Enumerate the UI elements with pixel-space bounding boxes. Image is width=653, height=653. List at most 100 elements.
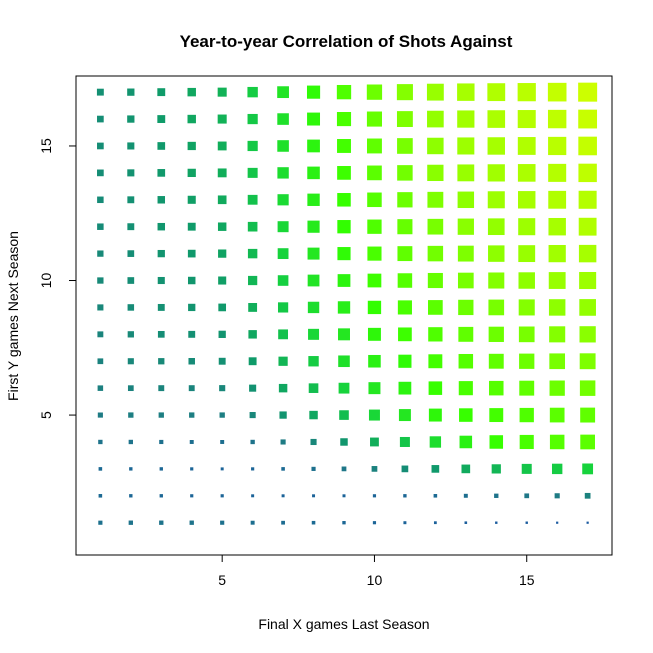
data-point [579, 380, 596, 396]
data-point [458, 326, 474, 342]
data-point [549, 434, 565, 450]
data-point [278, 356, 288, 366]
data-point [580, 407, 596, 423]
data-point [548, 217, 566, 236]
data-point [372, 494, 377, 498]
data-point [187, 168, 196, 178]
data-point [311, 520, 316, 525]
chart-title: Year-to-year Correlation of Shots Agains… [180, 32, 513, 51]
data-point [403, 494, 407, 498]
data-point [128, 439, 133, 445]
data-point [127, 250, 135, 257]
data-point [461, 464, 471, 474]
data-point [428, 408, 442, 422]
data-point [495, 521, 498, 524]
data-point [487, 110, 506, 128]
data-point [189, 412, 195, 418]
data-point [518, 245, 536, 263]
data-point [97, 331, 104, 338]
data-point [217, 222, 227, 231]
data-point [457, 164, 475, 182]
data-point [519, 380, 535, 396]
data-point [458, 381, 473, 396]
data-point [127, 142, 135, 150]
data-point [307, 139, 320, 153]
data-point [517, 164, 536, 182]
data-point [428, 300, 443, 315]
data-point [398, 381, 412, 395]
data-point [98, 439, 103, 445]
data-point [337, 193, 351, 207]
data-point [340, 438, 348, 446]
data-point [220, 520, 225, 525]
data-point [127, 115, 135, 123]
data-point [337, 274, 351, 287]
data-point [459, 408, 473, 422]
data-point [487, 164, 505, 182]
data-point [427, 245, 444, 262]
data-point [517, 83, 536, 102]
data-point [458, 299, 474, 316]
data-point [342, 521, 346, 525]
data-point [338, 328, 350, 341]
data-point [129, 467, 133, 471]
data-point [494, 493, 499, 498]
data-point [159, 439, 164, 445]
data-point [487, 218, 505, 236]
data-point [312, 494, 316, 498]
data-point [308, 356, 319, 367]
data-point [397, 192, 413, 208]
data-point [247, 140, 258, 152]
data-point [427, 164, 444, 182]
data-point [250, 520, 255, 525]
data-point [517, 137, 536, 155]
data-point [128, 412, 134, 418]
data-point [518, 272, 535, 289]
data-point [98, 494, 103, 498]
data-point [582, 463, 594, 475]
data-point [517, 110, 536, 129]
data-point [338, 382, 350, 394]
data-point [457, 83, 475, 101]
data-point [157, 330, 165, 338]
data-point [548, 163, 567, 182]
data-point [367, 219, 382, 234]
data-point [96, 88, 104, 96]
data-point [426, 83, 444, 101]
data-point [488, 272, 505, 289]
data-point [586, 521, 589, 524]
data-point [397, 138, 413, 154]
data-point [187, 114, 196, 124]
data-point [463, 493, 468, 498]
data-point [524, 493, 530, 499]
data-point [584, 492, 591, 499]
data-point [548, 190, 567, 209]
data-point [157, 222, 166, 231]
data-point [487, 83, 506, 102]
data-point [157, 88, 166, 97]
data-point [337, 166, 351, 180]
data-point [310, 438, 317, 446]
data-point [307, 166, 320, 180]
data-point [307, 247, 320, 260]
data-point [397, 300, 412, 315]
data-point [97, 385, 104, 391]
data-point [279, 411, 287, 419]
data-point [519, 434, 534, 450]
data-point [218, 357, 226, 365]
data-point [487, 137, 505, 155]
data-point [157, 249, 165, 258]
data-point [518, 299, 535, 316]
data-point [431, 465, 440, 473]
data-point [579, 326, 596, 343]
data-point [371, 466, 378, 472]
data-point [158, 358, 165, 365]
data-point [157, 115, 166, 123]
data-point [247, 167, 258, 178]
data-point [220, 494, 224, 498]
data-point [277, 113, 289, 125]
data-point [128, 520, 133, 525]
data-point [157, 196, 166, 204]
data-point [342, 494, 346, 498]
